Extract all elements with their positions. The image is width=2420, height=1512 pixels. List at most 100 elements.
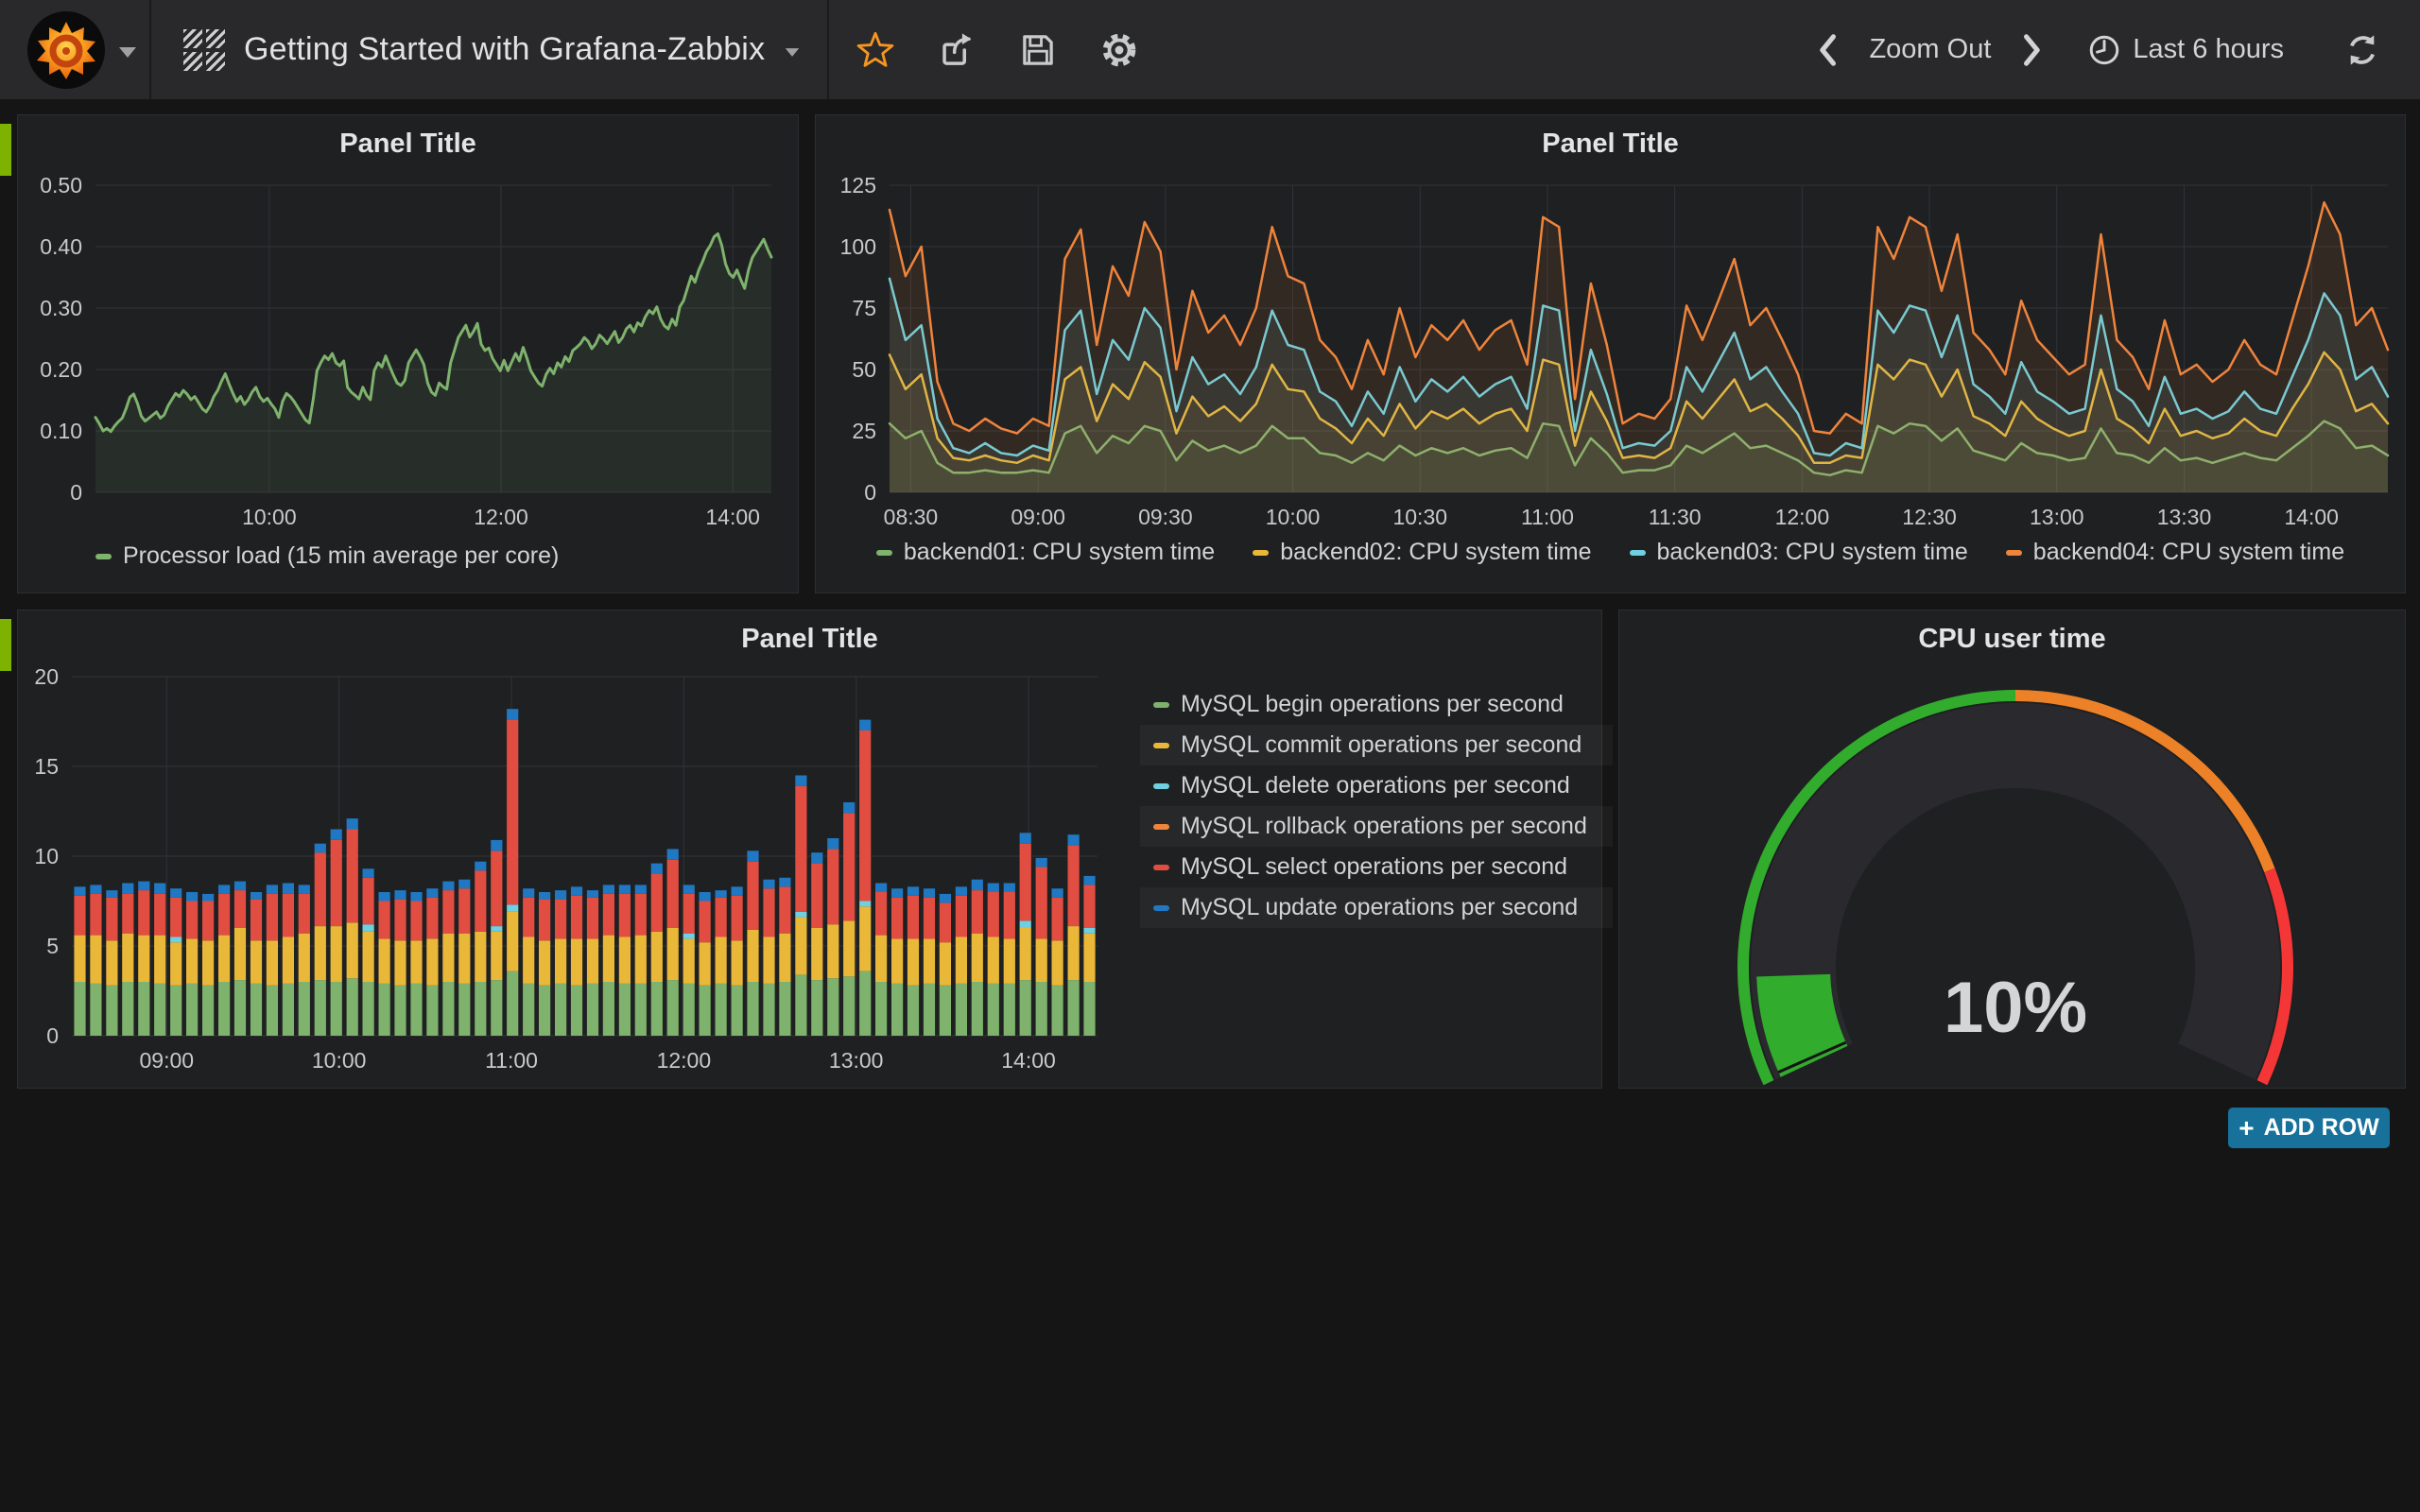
legend-item[interactable]: MySQL begin operations per second — [1140, 684, 1613, 725]
bar-segment — [394, 986, 406, 1036]
bar-segment — [859, 902, 871, 907]
row-handle[interactable] — [0, 124, 11, 176]
share-dashboard-button[interactable] — [931, 25, 982, 76]
bar-segment — [635, 984, 647, 1036]
axis-tick-label: 125 — [840, 173, 876, 198]
cpu-system-time-chart[interactable]: 025507510012508:3009:0009:3010:0010:3011… — [816, 115, 2407, 594]
legend-swatch-icon — [95, 554, 112, 559]
bar-segment — [571, 986, 582, 1036]
time-shift-forward-button[interactable] — [2015, 25, 2049, 76]
bar-segment — [251, 984, 262, 1036]
bar-segment — [299, 934, 310, 982]
bar-segment — [90, 894, 101, 936]
cpu-user-time-gauge[interactable]: 10% — [1619, 610, 2407, 1090]
bar-segment — [122, 884, 133, 894]
bar-segment — [667, 928, 679, 980]
legend-label: Processor load (15 min average per core) — [123, 542, 559, 570]
bar-segment — [410, 984, 422, 1036]
legend-item[interactable]: MySQL rollback operations per second — [1140, 806, 1613, 847]
dashboard-grid-icon — [183, 29, 225, 71]
grafana-menu-button[interactable] — [0, 0, 149, 99]
bar-segment — [442, 982, 454, 1036]
bar-segment — [138, 882, 149, 891]
bar-segment — [170, 942, 182, 986]
bar-segment — [875, 936, 887, 982]
bar-segment — [940, 902, 951, 942]
bar-segment — [234, 928, 246, 980]
bar-segment — [795, 918, 806, 975]
bar-segment — [426, 898, 438, 939]
axis-tick-label: 0 — [70, 480, 82, 505]
bar-segment — [603, 936, 614, 982]
bar-segment — [908, 886, 919, 896]
bar-segment — [1036, 938, 1047, 982]
bar-segment — [426, 888, 438, 898]
bar-segment — [315, 980, 326, 1036]
refresh-button[interactable] — [2337, 25, 2388, 76]
legend-item[interactable]: MySQL commit operations per second — [1140, 725, 1613, 765]
legend-item[interactable]: MySQL delete operations per second — [1140, 765, 1613, 806]
legend-item[interactable]: MySQL update operations per second — [1140, 887, 1613, 928]
bar-segment — [442, 890, 454, 934]
bar-segment — [1068, 834, 1080, 845]
bar-segment — [763, 880, 774, 889]
bar-segment — [763, 937, 774, 984]
axis-tick-label: 10:00 — [242, 505, 297, 529]
add-row-button[interactable]: + ADD ROW — [2228, 1108, 2390, 1148]
legend-item[interactable]: MySQL select operations per second — [1140, 847, 1613, 887]
bar-segment — [1004, 938, 1015, 984]
legend-item[interactable]: Processor load (15 min average per core) — [95, 542, 559, 570]
bar-segment — [972, 934, 983, 982]
bar-segment — [555, 938, 566, 984]
legend-label: MySQL update operations per second — [1181, 894, 1578, 921]
bar-segment — [891, 898, 903, 939]
axis-tick-label: 08:30 — [884, 505, 939, 529]
bar-segment — [843, 813, 855, 920]
axis-tick-label: 100 — [840, 234, 876, 259]
axis-tick-label: 10:00 — [312, 1048, 367, 1073]
bar-segment — [891, 984, 903, 1036]
bar-segment — [795, 974, 806, 1036]
bar-segment — [458, 880, 470, 889]
processor-load-chart[interactable]: 00.100.200.300.400.5010:0012:0014:00 — [18, 115, 800, 594]
save-dashboard-button[interactable] — [1012, 25, 1063, 76]
dashboard-title-dropdown[interactable]: Getting Started with Grafana-Zabbix — [151, 0, 827, 99]
bar-segment — [587, 938, 598, 984]
legend-item[interactable]: backend03: CPU system time — [1630, 539, 1968, 566]
bar-segment — [716, 898, 727, 937]
time-shift-back-button[interactable] — [1810, 25, 1844, 76]
bar-segment — [202, 986, 214, 1036]
bar-segment — [555, 984, 566, 1036]
bar-segment — [651, 864, 663, 874]
legend-item[interactable]: backend04: CPU system time — [2006, 539, 2344, 566]
bar-segment — [491, 980, 502, 1036]
star-dashboard-button[interactable] — [850, 25, 901, 76]
bar-segment — [475, 982, 486, 1036]
legend-item[interactable]: backend01: CPU system time — [876, 539, 1215, 566]
bar-segment — [619, 894, 631, 937]
axis-tick-label: 25 — [852, 419, 876, 443]
axis-tick-label: 09:00 — [140, 1048, 195, 1073]
time-controls: Zoom Out Last 6 hours — [1810, 0, 2420, 99]
bar-segment — [186, 902, 198, 939]
bar-segment — [283, 937, 294, 984]
zoom-out-button[interactable]: Zoom Out — [1869, 25, 1991, 76]
axis-tick-label: 09:00 — [1011, 505, 1065, 529]
bar-segment — [683, 934, 695, 939]
bar-segment — [154, 936, 165, 984]
axis-tick-label: 13:00 — [2030, 505, 2084, 529]
bar-segment — [218, 885, 230, 894]
row-handle[interactable] — [0, 619, 11, 671]
bar-segment — [410, 892, 422, 902]
bar-segment — [507, 971, 518, 1036]
legend-label: MySQL commit operations per second — [1181, 731, 1582, 759]
legend-item[interactable]: backend02: CPU system time — [1253, 539, 1591, 566]
bar-segment — [74, 896, 85, 936]
bar-segment — [683, 894, 695, 934]
time-range-picker[interactable]: Last 6 hours — [2087, 25, 2284, 76]
bar-segment — [811, 980, 822, 1036]
bar-segment — [475, 862, 486, 871]
bar-segment — [555, 890, 566, 900]
bar-segment — [218, 894, 230, 936]
dashboard-settings-button[interactable] — [1094, 25, 1145, 76]
